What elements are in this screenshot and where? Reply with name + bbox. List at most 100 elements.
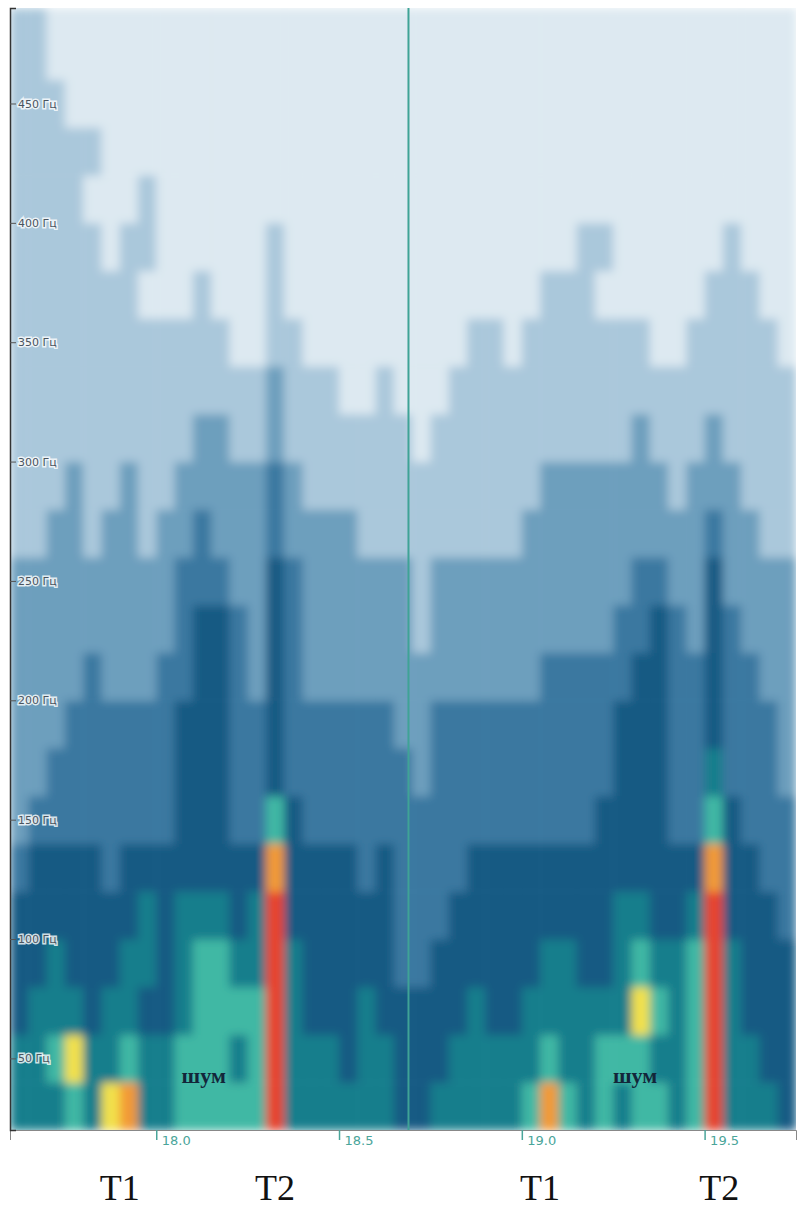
heatmap-cell xyxy=(540,509,559,557)
heatmap-cell xyxy=(394,414,413,462)
x-tick: 19.0 xyxy=(522,1130,556,1148)
heatmap-cell xyxy=(65,127,84,175)
heatmap-cell xyxy=(595,509,614,557)
heatmap-cell xyxy=(449,939,468,987)
heatmap-cell xyxy=(650,653,669,701)
heatmap-cell xyxy=(522,414,541,462)
heatmap-cell xyxy=(449,1082,468,1130)
heatmap-cell xyxy=(778,653,796,701)
y-tick-label: 250 Гц xyxy=(18,575,57,588)
heatmap-cell xyxy=(412,605,431,653)
heatmap-cell xyxy=(211,80,230,128)
heatmap-cell xyxy=(613,175,632,223)
heatmap-cell xyxy=(357,366,376,414)
x-tick: 19.5 xyxy=(705,1130,739,1148)
heatmap-cell xyxy=(650,175,669,223)
heatmap-cell xyxy=(595,653,614,701)
heatmap-cell xyxy=(741,8,760,32)
y-tick-label: 300 Гц xyxy=(18,456,57,469)
heatmap-cell xyxy=(302,318,321,366)
heatmap-cell xyxy=(65,271,84,319)
heatmap-cell xyxy=(248,1035,267,1083)
heatmap-cell xyxy=(47,987,66,1035)
heatmap-cell xyxy=(467,987,486,1035)
heatmap-cell xyxy=(321,414,340,462)
heatmap-cell xyxy=(101,127,120,175)
heatmap-cell xyxy=(302,939,321,987)
heatmap-cell xyxy=(467,700,486,748)
heatmap-cell xyxy=(284,891,303,939)
heatmap-cell xyxy=(83,1035,102,1083)
heatmap-cell xyxy=(741,891,760,939)
heatmap-cell xyxy=(412,796,431,844)
heatmap-cell xyxy=(577,223,596,271)
heatmap-cell xyxy=(577,653,596,701)
heatmap-cell xyxy=(558,605,577,653)
heatmap-cell xyxy=(723,605,742,653)
heatmap-cell xyxy=(467,366,486,414)
heatmap-cell xyxy=(705,32,724,80)
heatmap-cell xyxy=(302,509,321,557)
heatmap-cell xyxy=(522,80,541,128)
heatmap-cell xyxy=(156,1035,175,1083)
heatmap-cell xyxy=(193,32,212,80)
heatmap-cell xyxy=(759,557,778,605)
heatmap-cell xyxy=(504,509,523,557)
heatmap-cell xyxy=(175,127,194,175)
heatmap-cell xyxy=(138,462,157,510)
heatmap-cell xyxy=(485,653,504,701)
heatmap-cell xyxy=(741,748,760,796)
heatmap-cell xyxy=(266,748,285,796)
heatmap-cell xyxy=(522,605,541,653)
heatmap-cell xyxy=(741,318,760,366)
heatmap-cell xyxy=(229,8,248,32)
heatmap-cell xyxy=(778,8,796,32)
heatmap-cell xyxy=(558,1035,577,1083)
heatmap-cell xyxy=(394,318,413,366)
heatmap-cell xyxy=(504,1035,523,1083)
heatmap-cell xyxy=(759,748,778,796)
heatmap-cell xyxy=(759,366,778,414)
heatmap-cell xyxy=(577,844,596,892)
heatmap-cell xyxy=(504,557,523,605)
heatmap-cell xyxy=(705,366,724,414)
heatmap-cell xyxy=(138,366,157,414)
heatmap-cell xyxy=(284,700,303,748)
heatmap-cell xyxy=(229,271,248,319)
heatmap-cell xyxy=(504,700,523,748)
heatmap-cell xyxy=(558,462,577,510)
heatmap-cell xyxy=(101,605,120,653)
heatmap-cell xyxy=(248,509,267,557)
heatmap-cell xyxy=(357,462,376,510)
heatmap-cell xyxy=(613,366,632,414)
x-tick-mark xyxy=(156,1130,158,1140)
heatmap-cell xyxy=(741,700,760,748)
heatmap-cell xyxy=(156,653,175,701)
heatmap-cell xyxy=(558,987,577,1035)
heatmap-cell xyxy=(650,700,669,748)
heatmap-cell xyxy=(211,223,230,271)
heatmap-cell xyxy=(339,318,358,366)
heatmap-cell xyxy=(650,127,669,175)
heatmap-cell xyxy=(723,557,742,605)
heatmap-cell xyxy=(430,653,449,701)
heatmap-cell xyxy=(175,80,194,128)
heatmap-cell xyxy=(284,509,303,557)
heatmap-cell xyxy=(321,509,340,557)
heatmap-cell xyxy=(266,318,285,366)
chart: 18.018.519.019.550 Гц100 Гц150 Гц200 Гц2… xyxy=(0,0,804,1215)
heatmap-cell xyxy=(248,557,267,605)
heatmap-cell xyxy=(668,844,687,892)
heatmap-cell xyxy=(376,939,395,987)
heatmap-cell xyxy=(485,271,504,319)
heatmap-cell xyxy=(394,796,413,844)
heatmap-cell xyxy=(65,223,84,271)
heatmap-cell xyxy=(504,891,523,939)
heatmap-cell xyxy=(449,748,468,796)
heatmap-cell xyxy=(759,605,778,653)
heatmap-cell xyxy=(302,80,321,128)
heatmap-cell xyxy=(211,939,230,987)
heatmap-cell xyxy=(248,653,267,701)
heatmap-cell xyxy=(467,939,486,987)
heatmap-cell xyxy=(467,414,486,462)
